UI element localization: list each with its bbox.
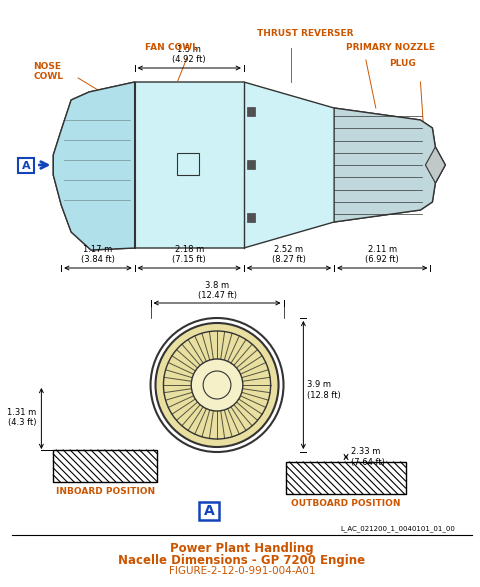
Text: 1.5 m
(4.92 ft): 1.5 m (4.92 ft) [172, 45, 206, 64]
Polygon shape [334, 108, 445, 222]
Circle shape [156, 323, 278, 447]
Text: 1.17 m
(3.84 ft): 1.17 m (3.84 ft) [81, 245, 115, 264]
Bar [247, 213, 255, 222]
Text: Power Plant Handling: Power Plant Handling [170, 542, 313, 555]
Text: 2.11 m
(6.92 ft): 2.11 m (6.92 ft) [365, 245, 399, 264]
Polygon shape [425, 147, 445, 183]
Circle shape [191, 359, 243, 411]
Text: Nacelle Dimensions - GP 7200 Engine: Nacelle Dimensions - GP 7200 Engine [118, 554, 365, 567]
Bar [177, 153, 199, 175]
Text: 2.33 m
(7.64 ft): 2.33 m (7.64 ft) [351, 447, 385, 467]
Bar [287, 462, 406, 494]
Text: THRUST REVERSER: THRUST REVERSER [257, 29, 353, 38]
Bar [247, 107, 255, 116]
Text: PRIMARY NOZZLE: PRIMARY NOZZLE [346, 43, 435, 52]
Polygon shape [53, 82, 135, 250]
Text: A: A [22, 160, 30, 170]
Text: FAN COWL: FAN COWL [144, 43, 197, 52]
Text: 2.52 m
(8.27 ft): 2.52 m (8.27 ft) [272, 245, 306, 264]
Text: NOSE
COWL: NOSE COWL [34, 62, 63, 82]
Bar [247, 160, 255, 169]
FancyBboxPatch shape [199, 502, 219, 520]
Text: 3.9 m
(12.8 ft): 3.9 m (12.8 ft) [307, 380, 341, 400]
Text: 2.18 m
(7.15 ft): 2.18 m (7.15 ft) [172, 245, 206, 264]
Text: FIGURE-2-12-0-991-004-A01: FIGURE-2-12-0-991-004-A01 [168, 566, 315, 576]
Text: PLUG: PLUG [389, 59, 416, 68]
Text: 1.31 m
(4.3 ft): 1.31 m (4.3 ft) [7, 408, 36, 427]
Text: OUTBOARD POSITION: OUTBOARD POSITION [291, 499, 401, 508]
Text: L_AC_021200_1_0040101_01_00: L_AC_021200_1_0040101_01_00 [340, 525, 455, 532]
FancyBboxPatch shape [18, 158, 35, 173]
Text: A: A [204, 504, 215, 518]
Text: INBOARD POSITION: INBOARD POSITION [56, 487, 155, 496]
Text: 3.8 m
(12.47 ft): 3.8 m (12.47 ft) [198, 281, 237, 300]
Bar [53, 450, 157, 482]
Polygon shape [53, 82, 445, 250]
Circle shape [203, 371, 231, 399]
FancyArrowPatch shape [39, 161, 48, 168]
